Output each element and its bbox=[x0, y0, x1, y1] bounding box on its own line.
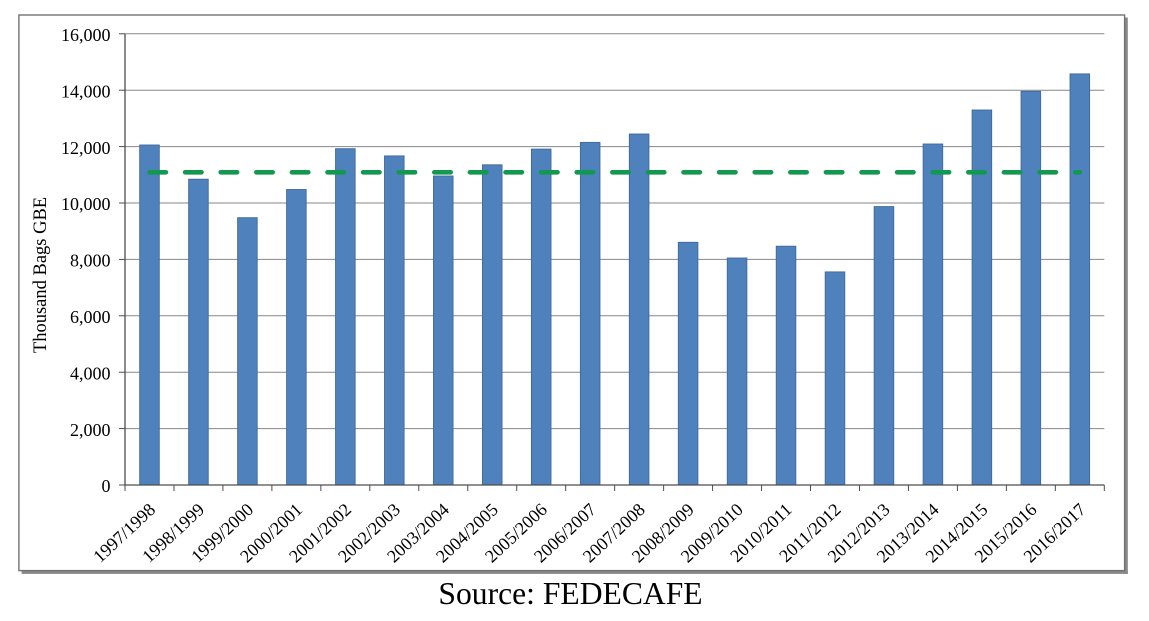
svg-text:4,000: 4,000 bbox=[70, 363, 111, 383]
svg-text:Source: FEDECAFE: Source: FEDECAFE bbox=[438, 576, 702, 611]
svg-text:10,000: 10,000 bbox=[61, 194, 111, 214]
svg-text:6,000: 6,000 bbox=[70, 307, 111, 327]
svg-text:14,000: 14,000 bbox=[61, 81, 111, 101]
svg-text:12,000: 12,000 bbox=[61, 138, 111, 158]
svg-text:2,000: 2,000 bbox=[70, 420, 111, 440]
svg-text:Thousand Bags GBE: Thousand Bags GBE bbox=[31, 197, 51, 353]
svg-text:8,000: 8,000 bbox=[70, 251, 111, 271]
svg-text:16,000: 16,000 bbox=[61, 25, 111, 45]
svg-text:0: 0 bbox=[102, 476, 111, 496]
